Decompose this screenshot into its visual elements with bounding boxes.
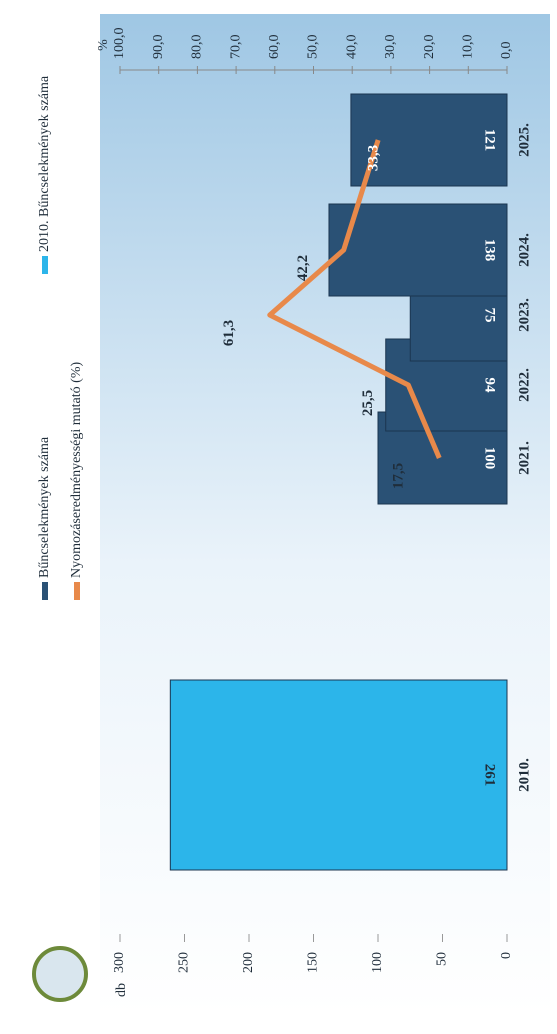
x-tick-label: 2025. [516,123,532,157]
y2-tick-label: 80,0 [190,35,205,60]
y-tick-label: 300 [112,952,127,973]
x-tick-label: 2023. [516,298,532,332]
y-axis-title: db [114,983,129,997]
x-tick-label: 2024. [516,233,532,267]
bar-value-label: 100 [482,447,498,470]
y-tick-label: 50 [435,952,450,966]
y2-tick-label: 50,0 [306,35,321,60]
bar [169,679,508,871]
y2-tick-label: 0,0 [499,42,514,60]
line [267,139,442,459]
y2-tick-label: 100,0 [112,28,127,60]
bar-value-label: 75 [482,308,498,323]
bar [328,203,508,297]
x-tick-label: 2021. [516,441,532,475]
legend-swatch [42,582,48,600]
legend-label: Bűncselekmények száma [37,436,52,578]
y2-axis-title: % [96,39,111,51]
line-value-label: 42,2 [295,255,311,281]
legend-swatch [74,582,80,600]
y2-tick-label: 10,0 [461,35,476,60]
bar [350,93,508,187]
rotated-chart: db % 0 50 100 150 200 250 300 0,0 10,0 20,0 30,0 40… [32,14,550,1014]
legend-label: 2010. Bűncselekmények száma [37,75,52,252]
legend-label: Nyomozáseredményességi mutató (%) [69,362,84,578]
bar-value-label: 121 [482,129,498,152]
line-value-label: 17,5 [391,463,407,489]
y2-tick-label: 60,0 [267,35,282,60]
bar-value-label: 261 [482,764,498,787]
y2-tick-label: 30,0 [383,35,398,60]
x-tick-label: 2010. [516,758,532,792]
y-tick-label: 250 [177,952,192,973]
logo [32,946,88,1002]
legend-swatch [42,256,48,274]
y-tick-label: 0 [499,952,514,959]
y2-tick-label: 20,0 [422,35,437,60]
y-tick-label: 100 [370,952,385,973]
y-tick-label: 200 [241,952,256,973]
x-tick-label: 2022. [516,368,532,402]
y2-tick-label: 70,0 [228,35,243,60]
line-value-label: 33,3 [366,145,382,171]
line-value-label: 61,3 [221,320,237,346]
bar-value-label: 138 [482,239,498,262]
y2-tick-label: 40,0 [344,35,359,60]
y2-tick-label: 90,0 [151,35,166,60]
y-tick-label: 150 [306,952,321,973]
line-value-label: 25,5 [360,390,376,416]
bar-value-label: 94 [482,378,498,394]
